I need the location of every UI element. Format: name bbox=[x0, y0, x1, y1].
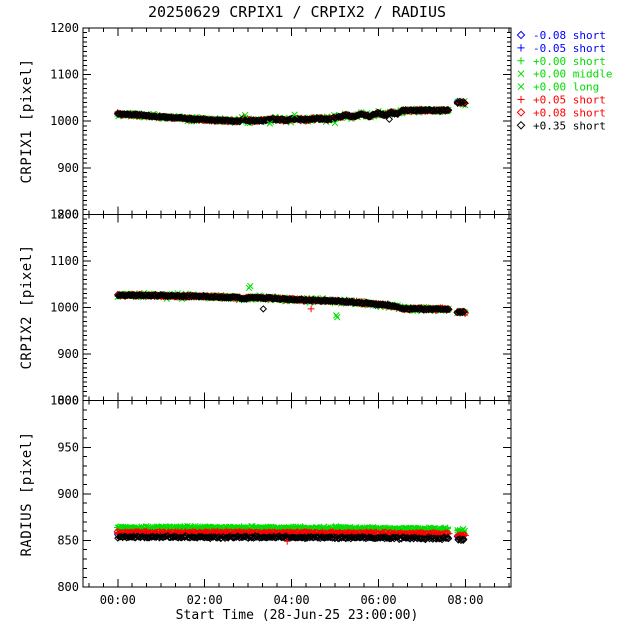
series-black-diamond-points bbox=[114, 290, 468, 317]
legend: -0.08 short-0.05 short+0.00 short+0.00 m… bbox=[516, 29, 612, 132]
y-tick-label: 800 bbox=[57, 580, 79, 594]
y-tick-label: 800 bbox=[57, 207, 79, 221]
panel-data-crpix2 bbox=[114, 282, 469, 321]
legend-label: +0.08 short bbox=[533, 106, 606, 119]
y-tick-label: 900 bbox=[57, 347, 79, 361]
legend-entry: +0.00 long bbox=[517, 81, 599, 94]
y-tick-label: 1000 bbox=[50, 394, 79, 408]
legend-label: +0.00 short bbox=[533, 55, 606, 68]
legend-symbol-plus-icon bbox=[517, 44, 525, 52]
data-layer bbox=[113, 97, 469, 545]
legend-label: -0.08 short bbox=[533, 29, 606, 42]
legend-symbol-diamond-icon bbox=[516, 120, 526, 130]
legend-label: +0.35 short bbox=[533, 119, 606, 132]
legend-symbol-plus-icon bbox=[517, 95, 525, 104]
plot-title: 20250629 CRPIX1 / CRPIX2 / RADIUS bbox=[148, 3, 446, 21]
y-tick-label: 800 bbox=[57, 394, 79, 408]
y-tick-label: 1200 bbox=[50, 207, 79, 221]
x-tick-label: 08:00 bbox=[447, 593, 483, 607]
legend-entry: +0.08 short bbox=[516, 106, 606, 119]
outlier-points bbox=[245, 282, 341, 321]
legend-label: +0.05 short bbox=[533, 94, 606, 107]
outlier-points bbox=[241, 111, 339, 127]
y-tick-label: 1200 bbox=[50, 21, 79, 35]
legend-entry: -0.05 short bbox=[517, 42, 606, 55]
y-axis-label-crpix1: CRPIX1 [pixel] bbox=[19, 58, 35, 183]
y-tick-label: 1100 bbox=[50, 68, 79, 82]
outlier-points bbox=[385, 115, 394, 124]
y-axis-label-radius: RADIUS [pixel] bbox=[19, 431, 35, 556]
legend-entry: +0.35 short bbox=[516, 119, 606, 132]
series-green-plus-points bbox=[114, 523, 468, 535]
y-tick-label: 1000 bbox=[50, 114, 79, 128]
panel-frame-crpix1: 800 900 1000 1100 1200 bbox=[50, 21, 512, 221]
legend-label: -0.05 short bbox=[533, 42, 606, 55]
y-tick-label: 900 bbox=[57, 161, 79, 175]
legend-label: +0.00 long bbox=[533, 81, 599, 94]
legend-symbol-x-icon bbox=[517, 83, 525, 91]
y-tick-label: 850 bbox=[57, 533, 79, 547]
series-black-diamond-points bbox=[114, 531, 468, 545]
legend-symbol-diamond-icon bbox=[516, 30, 526, 40]
x-tick-label: 04:00 bbox=[274, 593, 310, 607]
x-tick-label: 06:00 bbox=[360, 593, 396, 607]
panel-frame-crpix2: 800 900 1000 1100 1200 bbox=[50, 207, 512, 408]
legend-entry: +0.00 short bbox=[517, 55, 606, 68]
x-tick-label: 00:00 bbox=[100, 593, 136, 607]
outlier-points bbox=[283, 537, 291, 545]
y-tick-label: 1000 bbox=[50, 301, 79, 315]
legend-entry: -0.08 short bbox=[516, 29, 606, 42]
legend-symbol-x-icon bbox=[517, 70, 525, 78]
x-axis-label: Start Time (28-Jun-25 23:00:00) bbox=[176, 608, 419, 623]
legend-symbol-plus-icon bbox=[517, 57, 525, 65]
outlier-points bbox=[259, 305, 268, 313]
legend-entry: +0.00 middle bbox=[517, 68, 612, 81]
legend-symbol-diamond-icon bbox=[516, 108, 526, 117]
legend-label: +0.00 middle bbox=[533, 68, 612, 81]
legend-entry: +0.05 short bbox=[517, 94, 606, 107]
axes-layer: 8009001000110012008009001000110012008008… bbox=[50, 21, 512, 607]
y-tick-label: 1100 bbox=[50, 254, 79, 268]
panel-data-radius bbox=[113, 522, 469, 545]
x-tick-label: 02:00 bbox=[187, 593, 223, 607]
y-axis-label-crpix2: CRPIX2 [pixel] bbox=[19, 244, 35, 369]
outlier-points bbox=[307, 305, 315, 313]
y-tick-label: 950 bbox=[57, 440, 79, 454]
panel-frame-radius: 800 850 900 950 1000 00:00 02:00 04:00 06:00 08:0… bbox=[50, 394, 512, 607]
series-black-diamond-points bbox=[114, 97, 469, 126]
y-tick-label: 900 bbox=[57, 487, 79, 501]
panel-data-crpix1 bbox=[113, 97, 469, 127]
